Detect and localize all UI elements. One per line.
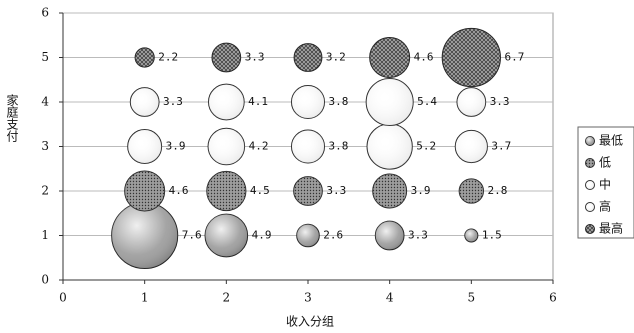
data-label: 4.1 bbox=[248, 95, 268, 108]
bubble bbox=[374, 220, 405, 251]
legend-swatch-texture bbox=[585, 158, 595, 168]
data-label: 3.3 bbox=[245, 51, 265, 64]
data-label: 2.2 bbox=[158, 51, 178, 64]
data-label: 3.8 bbox=[329, 140, 349, 153]
data-label: 6.7 bbox=[504, 51, 524, 64]
data-label: 4.6 bbox=[414, 51, 434, 64]
bubble bbox=[204, 213, 249, 258]
legend-label: 最低 bbox=[599, 134, 623, 148]
x-tick-label: 1 bbox=[141, 291, 149, 305]
bubble bbox=[134, 47, 155, 68]
bubble bbox=[369, 36, 411, 79]
data-label: 3.2 bbox=[326, 51, 346, 64]
bubble bbox=[111, 201, 179, 270]
data-label: 7.6 bbox=[182, 229, 202, 242]
data-label: 4.2 bbox=[249, 140, 269, 153]
bubble bbox=[458, 178, 485, 204]
data-label: 1.5 bbox=[482, 229, 502, 242]
x-axis-label: 收入分组 bbox=[286, 315, 334, 329]
y-tick-label: 1 bbox=[41, 228, 49, 242]
data-label: 3.9 bbox=[166, 140, 186, 153]
bubble bbox=[365, 78, 414, 126]
bubble bbox=[127, 129, 163, 164]
bubble bbox=[454, 129, 488, 164]
data-label: 3.9 bbox=[411, 184, 431, 197]
bubble bbox=[211, 42, 242, 73]
bubble bbox=[464, 228, 479, 243]
data-label: 4.9 bbox=[252, 229, 272, 242]
y-tick-label: 3 bbox=[41, 139, 49, 153]
data-label: 3.3 bbox=[163, 95, 183, 108]
legend-swatch-texture bbox=[585, 224, 595, 234]
bubble bbox=[207, 83, 245, 121]
x-tick-label: 6 bbox=[549, 291, 557, 305]
legend-swatch-texture bbox=[585, 180, 595, 190]
legend-swatch-texture bbox=[585, 136, 595, 146]
x-tick-label: 3 bbox=[304, 291, 312, 305]
x-tick-label: 5 bbox=[468, 291, 476, 305]
legend-label: 最高 bbox=[599, 221, 623, 236]
data-label: 3.7 bbox=[491, 140, 511, 153]
data-label: 3.3 bbox=[408, 229, 428, 242]
bubble bbox=[441, 27, 501, 88]
x-tick-label: 2 bbox=[223, 291, 231, 305]
y-tick-label: 6 bbox=[41, 6, 49, 20]
bubble bbox=[290, 84, 326, 120]
bubble bbox=[293, 43, 323, 72]
data-label: 4.5 bbox=[250, 184, 270, 197]
bubble bbox=[207, 127, 246, 166]
data-label: 5.2 bbox=[416, 140, 436, 153]
bubble bbox=[366, 123, 413, 170]
data-label: 5.4 bbox=[417, 95, 437, 108]
y-tick-label: 0 bbox=[41, 273, 49, 287]
legend-swatch-texture bbox=[585, 202, 595, 212]
bubble bbox=[456, 87, 487, 117]
data-label: 2.6 bbox=[323, 229, 343, 242]
data-label: 3.3 bbox=[490, 95, 510, 108]
y-axis-label: 家庭支付 bbox=[5, 93, 19, 143]
bubble bbox=[293, 176, 323, 206]
x-tick-label: 0 bbox=[59, 291, 67, 305]
data-label: 2.8 bbox=[488, 184, 508, 197]
bubble bbox=[206, 170, 247, 212]
y-tick-label: 4 bbox=[41, 95, 49, 109]
bubble bbox=[372, 173, 408, 209]
data-label: 4.6 bbox=[169, 184, 189, 197]
bubble bbox=[124, 170, 166, 212]
legend-label: 高 bbox=[599, 199, 611, 214]
y-tick-label: 2 bbox=[41, 184, 49, 198]
bubble bbox=[296, 223, 320, 248]
data-label: 3.8 bbox=[329, 95, 349, 108]
y-tick-label: 5 bbox=[41, 50, 49, 64]
legend-label: 低 bbox=[599, 156, 611, 170]
bubble bbox=[129, 87, 160, 117]
bubble bbox=[290, 129, 326, 164]
x-tick-label: 4 bbox=[386, 291, 394, 305]
data-label: 3.3 bbox=[326, 184, 346, 197]
legend-label: 中 bbox=[599, 177, 611, 192]
